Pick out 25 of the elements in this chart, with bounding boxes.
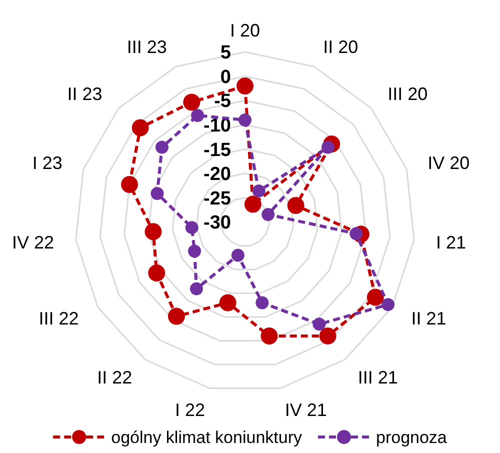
spoke-label: III 22 <box>38 308 79 328</box>
y-tick-label: 0 <box>220 66 231 88</box>
spoke-label: I 23 <box>32 152 62 173</box>
spoke-label: II 20 <box>323 36 358 57</box>
y-tick-label: -15 <box>204 140 232 161</box>
spoke-label: I 21 <box>436 232 466 252</box>
spoke-label: III 20 <box>388 84 428 104</box>
spoke-label: III 23 <box>126 36 167 57</box>
y-tick-label: -10 <box>204 116 231 137</box>
y-tick-label: 5 <box>220 42 232 64</box>
spoke-label: IV 20 <box>428 152 470 173</box>
spoke-label: II 22 <box>97 368 132 388</box>
y-tick-label: -30 <box>204 212 231 234</box>
spoke-label: I 22 <box>175 400 206 420</box>
y-tick-label: -20 <box>204 164 231 186</box>
spoke-label: II 21 <box>411 308 446 328</box>
legend-label: prognoza <box>376 428 448 447</box>
spoke-label: I 20 <box>230 20 260 40</box>
spoke-label: IV 22 <box>12 232 54 252</box>
legend-label: ogólny klimat koniunktury <box>111 428 302 447</box>
spoke-label: IV 21 <box>284 400 327 420</box>
spoke-label: III 21 <box>358 368 398 388</box>
y-tick-label: -5 <box>214 91 232 112</box>
y-tick-label: -25 <box>204 188 232 210</box>
spoke-label: II 23 <box>67 84 102 104</box>
